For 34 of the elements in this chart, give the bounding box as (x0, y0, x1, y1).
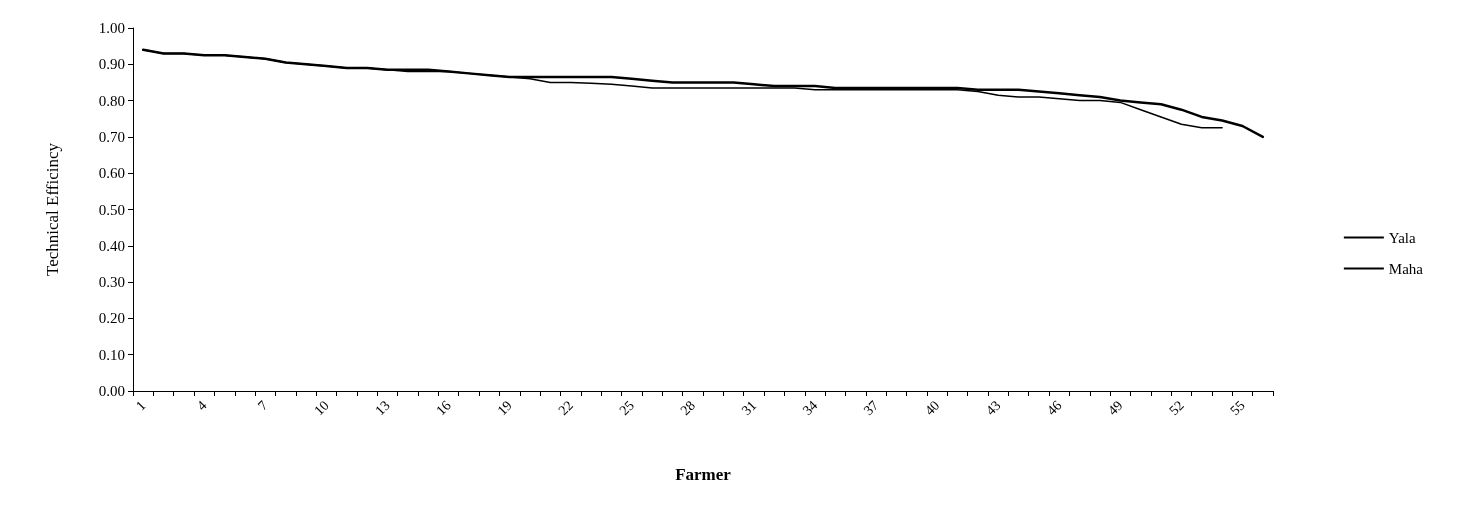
x-tick-label: 25 (616, 397, 638, 419)
y-tick-label: 0.10 (98, 346, 125, 363)
y-tick-label: 0.70 (98, 128, 125, 145)
y-axis-title: Technical Efficincy (43, 142, 62, 277)
x-tick-label: 19 (494, 397, 515, 419)
y-tick-label: 0.50 (98, 201, 125, 218)
x-axis-title: Farmer (675, 465, 732, 484)
y-tick-label: 0.00 (98, 383, 125, 399)
x-tick-label: 16 (433, 397, 454, 419)
y-tick-label: 1.00 (98, 20, 125, 36)
legend-label: Yala (1388, 229, 1416, 246)
x-tick-label: 34 (799, 397, 821, 419)
y-tick-label: 0.30 (98, 274, 125, 291)
x-tick-label: 55 (1227, 397, 1248, 419)
x-tick-label: 13 (372, 397, 393, 419)
x-tick-label: 7 (255, 397, 271, 414)
x-tick-label: 1 (132, 397, 149, 414)
legend-label: Maha (1388, 260, 1424, 277)
x-tick-label: 22 (555, 397, 576, 419)
x-tick-label: 52 (1166, 397, 1187, 419)
x-tick-label: 43 (982, 397, 1004, 419)
x-tick-label: 49 (1105, 397, 1126, 419)
y-tick-label: 0.80 (98, 92, 125, 109)
x-tick-label: 28 (677, 397, 699, 419)
x-tick-label: 10 (311, 397, 332, 419)
x-tick-label: 46 (1044, 397, 1065, 419)
y-tick-label: 0.60 (98, 165, 125, 182)
y-tick-label: 0.90 (98, 56, 125, 73)
y-tick-label: 0.40 (98, 237, 125, 254)
x-tick-label: 31 (738, 397, 760, 419)
y-tick-label: 0.20 (98, 310, 125, 327)
x-tick-label: 37 (860, 397, 882, 419)
x-tick-label: 4 (194, 397, 210, 414)
x-tick-label: 40 (921, 397, 943, 419)
